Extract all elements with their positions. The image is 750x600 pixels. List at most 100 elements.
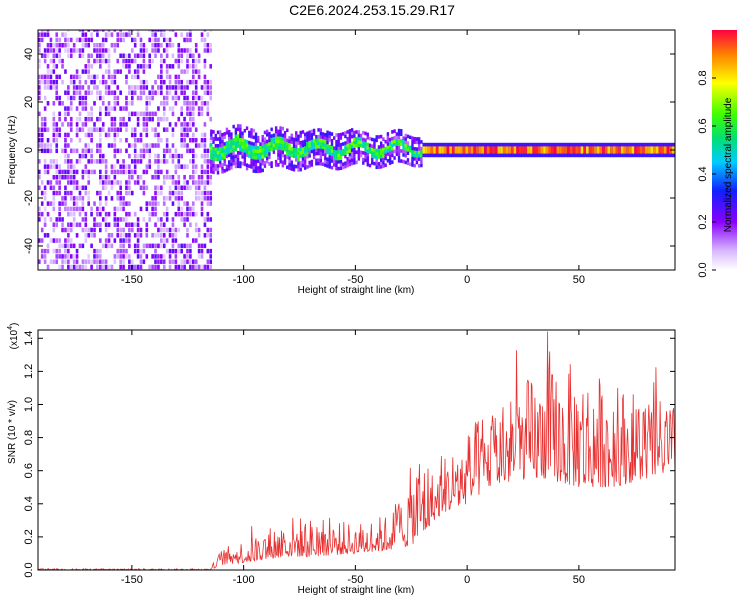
spectrogram-cell xyxy=(136,174,140,180)
spectrogram-cell xyxy=(350,148,354,152)
spectrogram-cell xyxy=(288,146,291,150)
spectrogram-cell xyxy=(212,170,215,175)
spectrogram-cell xyxy=(145,164,149,169)
spectrogram-cell xyxy=(393,149,396,154)
spectrogram-cell xyxy=(160,32,163,37)
spectrogram-cell xyxy=(157,42,160,48)
spectrogram-cell xyxy=(67,233,70,238)
spectrogram-cell xyxy=(151,111,154,117)
spectrogram-cell xyxy=(245,146,249,151)
spectrogram-cell xyxy=(174,153,178,159)
spectrogram-cell xyxy=(139,227,143,233)
spectrogram-cell xyxy=(177,116,181,122)
spectrogram-cell xyxy=(171,53,175,59)
spectrogram-cell xyxy=(375,138,378,143)
spectrogram-cell xyxy=(186,254,189,259)
spectrogram-cell xyxy=(136,243,140,249)
spectrogram-cell xyxy=(130,143,134,148)
spectrogram-cell xyxy=(286,165,289,170)
spectrogram-cell xyxy=(183,127,186,132)
spectrogram-cell xyxy=(297,147,300,152)
spectrogram-cell xyxy=(257,152,260,157)
spectrogram-cell xyxy=(151,58,154,64)
spectrogram-cell xyxy=(577,146,581,154)
spectrogram-cell xyxy=(236,161,240,165)
spectrogram-cell xyxy=(261,145,264,149)
spectrogram-cell xyxy=(317,141,320,146)
spectrogram-cell xyxy=(128,53,131,59)
spectrogram-cell xyxy=(133,222,137,227)
spectrogram-cell xyxy=(157,74,160,80)
spectrogram-cell xyxy=(130,85,134,90)
spectrogram-cell xyxy=(341,152,345,156)
spectrogram-cell xyxy=(283,154,287,159)
spectrogram-cell xyxy=(186,180,189,185)
spectrogram-cell xyxy=(55,190,59,196)
spectrogram-cell xyxy=(81,85,85,90)
spectrogram-cell xyxy=(130,111,134,117)
spectrogram-cell xyxy=(189,211,192,217)
spectrogram-cell xyxy=(122,53,125,59)
spectrogram-cell xyxy=(286,128,289,133)
spectrogram-cell xyxy=(413,140,416,144)
spectrogram-cell xyxy=(227,153,231,158)
spectrogram-cell xyxy=(64,48,67,53)
spectrogram-cell xyxy=(230,159,233,163)
spectrogram-cell xyxy=(384,146,387,151)
spectrogram-cell xyxy=(326,133,329,138)
spectrogram-cell xyxy=(145,106,149,111)
spectrogram-cell xyxy=(78,153,82,159)
spectrogram-cell xyxy=(46,48,50,53)
spectrogram-cell xyxy=(186,79,189,85)
spectrogram-cell xyxy=(67,238,70,243)
spectrogram-cell xyxy=(113,169,117,175)
spectrogram-cell xyxy=(177,190,181,196)
spectrogram-cell xyxy=(38,211,41,217)
spectrogram-cell xyxy=(395,152,399,157)
spectrogram-cell xyxy=(87,254,90,259)
spectrogram-cell xyxy=(341,162,345,166)
spectrogram-cell xyxy=(388,137,392,142)
spectrogram-cell xyxy=(283,141,287,145)
spectrogram-cell xyxy=(84,37,88,43)
spectrogram-cell xyxy=(136,254,140,259)
spectrogram-cell xyxy=(210,149,213,154)
spectrogram-cell xyxy=(335,160,338,164)
spectrogram-cell xyxy=(133,211,137,217)
spectrogram-cell xyxy=(209,64,213,69)
spectrogram-cell xyxy=(270,141,273,145)
spectrogram-cell xyxy=(162,243,166,249)
spectrogram-cell xyxy=(197,95,201,101)
spectrogram-cell xyxy=(197,74,201,80)
spectrogram-cell xyxy=(319,161,323,166)
spectrogram-cell xyxy=(177,53,181,59)
spectrogram-cell xyxy=(67,132,70,138)
spectrogram-cell xyxy=(402,159,405,164)
spectrogram-cell xyxy=(306,141,309,146)
spectrogram-cell xyxy=(133,132,137,138)
spectrogram-cell xyxy=(49,148,53,154)
spectrogram-cell xyxy=(61,264,64,270)
spectrogram-cell xyxy=(87,180,90,185)
spectrogram-cell xyxy=(337,160,340,164)
spectrogram-cell xyxy=(357,140,361,144)
spectrogram-cell xyxy=(200,101,204,106)
spectrogram-cell xyxy=(81,243,85,249)
spectrogram-cell xyxy=(99,106,102,111)
spectrogram-cell xyxy=(38,85,41,90)
spectrogram-cell xyxy=(136,30,140,32)
spectrogram-cell xyxy=(174,254,178,259)
spectrogram-cell xyxy=(223,142,226,146)
spectrogram-cell xyxy=(116,190,120,196)
spectrogram-cell xyxy=(116,148,120,154)
spectrogram-cell xyxy=(104,69,108,74)
spectrogram-cell xyxy=(209,90,213,95)
colorbar-tick-label: 0.2 xyxy=(697,214,709,229)
spectrogram-cell xyxy=(162,101,166,106)
spectrogram-cell xyxy=(194,48,198,53)
spectrogram-cell xyxy=(157,185,160,191)
spectrogram-cell xyxy=(324,159,327,164)
spectrogram-cell xyxy=(122,58,125,64)
spectrogram-cell xyxy=(391,150,394,154)
spectrogram-cell xyxy=(355,160,358,165)
